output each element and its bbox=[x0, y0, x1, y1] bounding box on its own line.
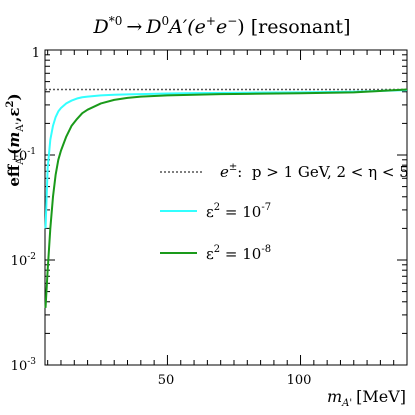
y-tick-label-4: 10-3 bbox=[11, 357, 37, 374]
y-tick-label-2: 10-1 bbox=[11, 147, 36, 164]
legend-label-eps-1e-8: ε2 = 10-8 bbox=[206, 244, 271, 263]
series-line-2 bbox=[44, 88, 408, 308]
x-tick-label-50: 50 bbox=[158, 373, 175, 388]
chart-title: D*0 → D0A′(e+e−) [resonant] bbox=[93, 14, 351, 38]
series-line-1 bbox=[44, 89, 408, 229]
y-axis-label: effA'(mA',ε2) bbox=[5, 93, 26, 186]
y-tick-labels: 1 10-1 10-2 10-3 bbox=[11, 46, 40, 374]
y-tick-label-3: 10-2 bbox=[11, 252, 36, 269]
x-tick-label-100: 100 bbox=[287, 373, 312, 388]
legend-label-e-cut: e±: p > 1 GeV, 2 < η < 5 bbox=[220, 162, 409, 181]
legend: e±: p > 1 GeV, 2 < η < 5 ε2 = 10-7 ε2 = … bbox=[160, 162, 409, 263]
plot-frame bbox=[44, 49, 408, 366]
legend-label-eps-1e-7: ε2 = 10-7 bbox=[206, 202, 271, 221]
y-tick-label-1: 1 bbox=[32, 46, 40, 61]
series-group bbox=[44, 88, 408, 308]
x-axis-label: mA' [MeV] bbox=[327, 387, 406, 409]
axis-ticks bbox=[45, 49, 408, 366]
